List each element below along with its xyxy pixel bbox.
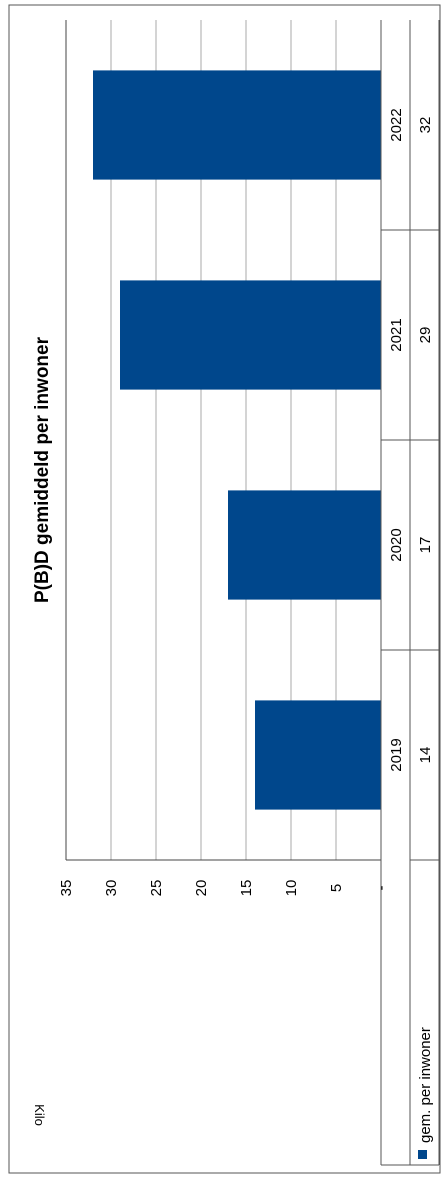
- category-label: 2022: [388, 108, 405, 141]
- value-tick-label: 25: [148, 880, 165, 897]
- bar: [255, 700, 381, 810]
- table-value: 14: [417, 747, 434, 764]
- value-tick-label: 10: [283, 880, 300, 897]
- category-label: 2020: [388, 528, 405, 561]
- value-tick-label: 20: [193, 880, 210, 897]
- bar: [228, 490, 381, 600]
- category-label: 2019: [388, 738, 405, 771]
- table-value: 29: [417, 327, 434, 344]
- bar: [93, 70, 381, 180]
- bar: [120, 280, 381, 390]
- table-value: 32: [417, 117, 434, 134]
- chart-title: P(B)D gemiddeld per inwoner: [32, 336, 53, 603]
- data-table: [380, 20, 440, 1166]
- y-axis-label: Kilo: [32, 1104, 47, 1126]
- category-label: 2021: [388, 318, 405, 351]
- data-table-cells: 2019 14 2020 17 2021 29 2022 32: [381, 108, 439, 772]
- value-tick-label: 35: [58, 880, 75, 897]
- value-tick-label: 30: [103, 880, 120, 897]
- bars: [93, 70, 381, 810]
- table-value: 17: [417, 537, 434, 554]
- legend-label: gem. per inwoner: [417, 1027, 434, 1143]
- legend-swatch: [418, 1150, 427, 1159]
- value-tick-label: 5: [328, 884, 345, 892]
- value-tick-label: 15: [238, 880, 255, 897]
